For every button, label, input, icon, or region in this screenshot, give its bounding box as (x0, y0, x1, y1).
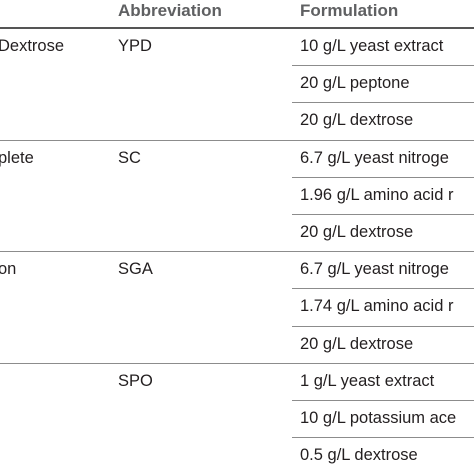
medium-cell: plete (0, 148, 34, 167)
formulation-cell: 20 g/L dextrose (300, 111, 414, 130)
table-row: 20 g/L dextrose (0, 326, 474, 363)
table-row: SPO 1 g/L yeast extract (0, 363, 474, 400)
table-row: 20 g/L peptone (0, 65, 474, 102)
formulation-cell: 20 g/L dextrose (300, 223, 414, 241)
abbreviation-cell: SGA (118, 260, 153, 279)
header-abbreviation: Abbreviation (118, 1, 222, 20)
medium-cell: on (0, 260, 17, 279)
formulation-cell: 0.5 g/L dextrose (300, 446, 418, 465)
row-divider (292, 288, 474, 290)
formulation-cell: 20 g/L peptone (300, 74, 410, 93)
table-row: on SGA 6.7 g/L yeast nitroge (0, 251, 474, 288)
table-row: 1.96 g/L amino acid r (0, 177, 474, 214)
formulation-cell: 6.7 g/L yeast nitroge (300, 148, 449, 167)
formulation-cell: 1 g/L yeast extract (300, 371, 435, 390)
formulation-cell: 10 g/L yeast extract (300, 37, 444, 55)
table-row: plete SC 6.7 g/L yeast nitroge (0, 140, 474, 177)
row-divider (292, 65, 474, 67)
group-divider (0, 251, 474, 253)
table-row: 20 g/L dextrose (0, 214, 474, 251)
table-row: Dextrose YPD 10 g/L yeast extract (0, 28, 474, 65)
abbreviation-cell: SPO (118, 371, 153, 390)
abbreviation-cell: YPD (118, 37, 152, 55)
group-divider (0, 362, 474, 364)
row-divider (292, 102, 474, 104)
row-divider (292, 325, 474, 327)
formulation-cell: 6.7 g/L yeast nitroge (300, 260, 449, 279)
header-formulation: Formulation (300, 1, 399, 20)
table-header: Abbreviation Formulation (0, 0, 474, 26)
header-rule (0, 27, 474, 29)
formulation-cell: 10 g/L potassium ace (300, 409, 457, 427)
row-divider (292, 400, 474, 401)
table-row: 1.74 g/L amino acid r (0, 288, 474, 325)
formulation-cell: 1.96 g/L amino acid r (300, 185, 454, 204)
table-row: 20 g/L dextrose (0, 102, 474, 139)
formulation-cell: 20 g/L dextrose (300, 334, 414, 353)
abbreviation-cell: SC (118, 148, 141, 167)
row-divider (292, 214, 474, 215)
group-divider (0, 139, 474, 141)
medium-cell: Dextrose (0, 37, 65, 55)
row-divider (292, 437, 474, 439)
table-row: 0.5 g/L dextrose (0, 437, 474, 474)
row-divider (292, 176, 474, 178)
table-row: 10 g/L potassium ace (0, 400, 474, 437)
formulation-cell: 1.74 g/L amino acid r (300, 297, 454, 316)
